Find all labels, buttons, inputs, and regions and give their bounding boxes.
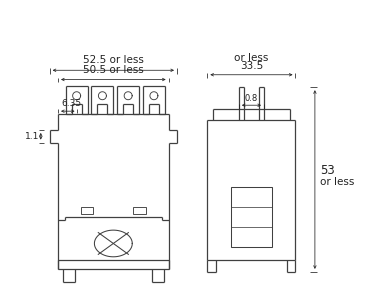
Bar bbox=[81, 207, 93, 214]
Text: 6.35: 6.35 bbox=[61, 99, 81, 108]
Text: 53: 53 bbox=[320, 164, 334, 177]
Text: or less: or less bbox=[234, 53, 269, 63]
Bar bbox=[231, 187, 272, 247]
Text: 50.5 or less: 50.5 or less bbox=[83, 65, 144, 75]
Text: or less: or less bbox=[320, 177, 354, 187]
Text: 1.1: 1.1 bbox=[25, 132, 39, 141]
Text: 52.5 or less: 52.5 or less bbox=[83, 56, 144, 65]
Text: 0.8: 0.8 bbox=[245, 94, 258, 103]
Bar bbox=[133, 207, 146, 214]
Text: 33.5: 33.5 bbox=[240, 61, 263, 70]
